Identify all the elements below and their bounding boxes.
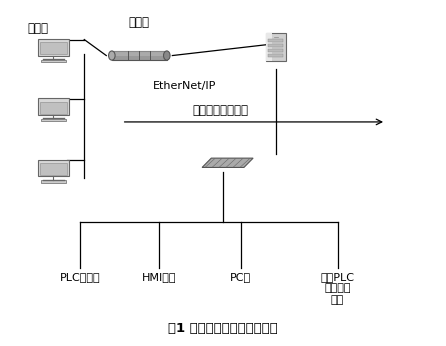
Text: 客户端: 客户端 [27,21,48,35]
Bar [268,49,283,52]
Bar [41,60,66,62]
Bar [40,102,67,114]
Ellipse shape [108,51,115,60]
Text: 其他PLC
控制器和
设备: 其他PLC 控制器和 设备 [321,272,355,305]
Text: EtherNet/IP: EtherNet/IP [153,81,216,91]
Bar [41,181,66,183]
Text: HMI界面: HMI界面 [142,272,176,282]
Text: PC机: PC机 [230,272,251,282]
Ellipse shape [164,51,170,60]
Polygon shape [202,158,253,167]
Bar [266,33,272,61]
Bar [41,119,66,121]
Bar [268,39,283,42]
Text: 台达实验室局域网: 台达实验室局域网 [192,104,248,117]
Bar [112,51,167,60]
Bar [38,39,69,56]
Bar [38,160,69,176]
Text: 图1 远程网络控制系统结构图: 图1 远程网络控制系统结构图 [168,322,278,335]
Bar [112,51,167,56]
Bar [38,98,69,115]
Bar [266,33,285,61]
Text: 因特网: 因特网 [129,16,150,29]
Text: PLC控制器: PLC控制器 [60,272,100,282]
Bar [40,42,67,54]
Bar [268,44,283,47]
Bar [40,163,67,175]
Bar [268,54,283,57]
